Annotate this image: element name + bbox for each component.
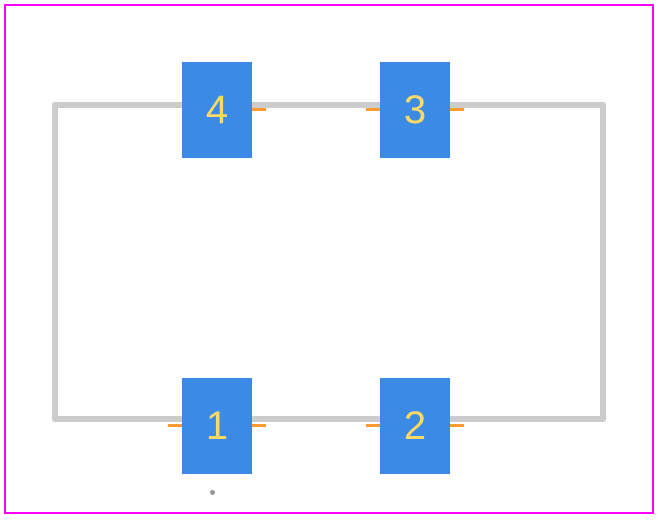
pad-4-label: 4 <box>206 88 228 133</box>
trace-bottom <box>52 416 606 422</box>
trace-right <box>600 102 606 422</box>
pad-3-label: 3 <box>404 88 426 133</box>
stub-4 <box>252 424 266 427</box>
pad-4: 4 <box>182 62 252 158</box>
stub-0 <box>252 108 266 111</box>
stub-5 <box>366 424 380 427</box>
stub-3 <box>168 424 182 427</box>
trace-top <box>52 102 606 108</box>
pad-2-label: 2 <box>404 404 426 449</box>
stub-6 <box>450 424 464 427</box>
diagram-canvas: 4 3 1 2 <box>0 0 660 520</box>
trace-left <box>52 102 58 422</box>
pad-2: 2 <box>380 378 450 474</box>
stub-2 <box>450 108 464 111</box>
pad-3: 3 <box>380 62 450 158</box>
outer-border <box>4 4 654 514</box>
pad-1-label: 1 <box>206 404 228 449</box>
stub-1 <box>366 108 380 111</box>
marker-dot <box>210 490 215 495</box>
pad-1: 1 <box>182 378 252 474</box>
